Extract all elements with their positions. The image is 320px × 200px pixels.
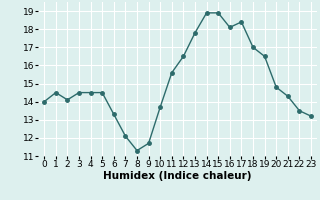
X-axis label: Humidex (Indice chaleur): Humidex (Indice chaleur) <box>103 171 252 181</box>
